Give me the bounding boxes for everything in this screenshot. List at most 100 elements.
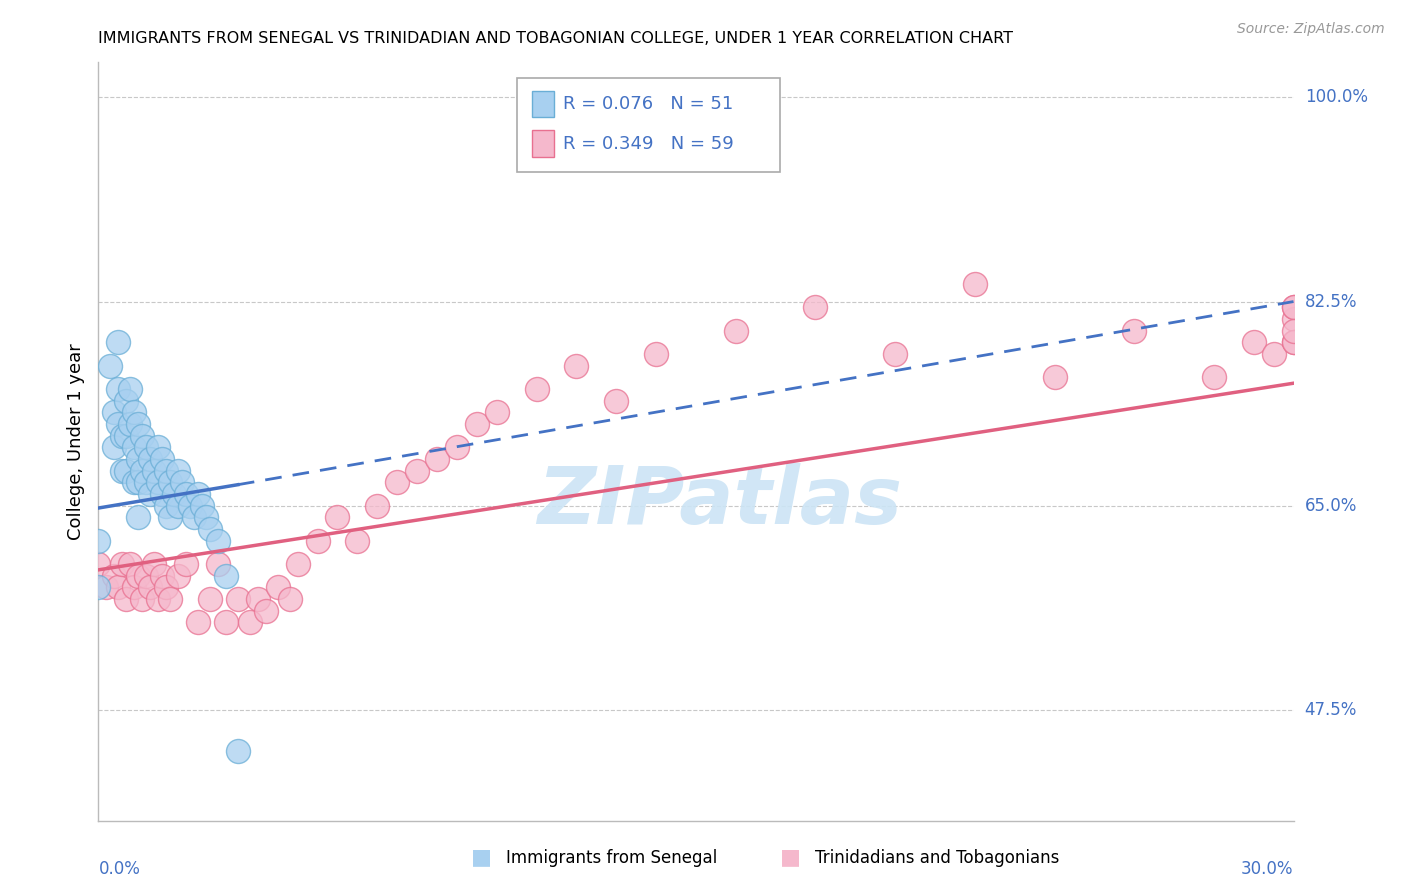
Point [485, 405, 508, 419]
Point [87, 533, 110, 548]
Point [963, 277, 986, 291]
Point [1043, 370, 1066, 384]
Point [1282, 301, 1305, 315]
Point [1202, 370, 1225, 384]
Point [446, 441, 468, 455]
Point [143, 557, 166, 571]
Point [278, 592, 301, 607]
Point [107, 417, 129, 431]
Point [103, 441, 125, 455]
Point [87, 557, 110, 571]
Point [127, 568, 149, 582]
Point [107, 335, 129, 350]
Point [226, 592, 249, 607]
Point [131, 592, 153, 607]
Point [187, 615, 209, 630]
Point [239, 615, 262, 630]
Point [191, 499, 214, 513]
Point [124, 475, 146, 490]
Point [159, 592, 181, 607]
Point [326, 510, 349, 524]
Point [115, 428, 138, 442]
Point [139, 487, 162, 501]
Text: 100.0%: 100.0% [1305, 88, 1368, 106]
Point [1282, 335, 1305, 350]
Point [198, 592, 221, 607]
Y-axis label: College, Under 1 year: College, Under 1 year [66, 343, 84, 540]
Text: R = 0.076   N = 51: R = 0.076 N = 51 [564, 95, 734, 113]
Point [884, 347, 907, 361]
Point [645, 347, 668, 361]
Point [565, 359, 588, 373]
Text: ■: ■ [471, 847, 492, 867]
Point [87, 580, 110, 594]
Point [1123, 324, 1146, 338]
Point [526, 382, 548, 396]
Point [155, 499, 177, 513]
Point [127, 417, 149, 431]
Point [207, 533, 229, 548]
Point [107, 580, 129, 594]
Point [1282, 335, 1305, 350]
Point [115, 393, 138, 408]
Text: ZIPatlas: ZIPatlas [537, 463, 903, 541]
Point [148, 475, 170, 490]
Point [163, 487, 186, 501]
FancyBboxPatch shape [517, 78, 779, 172]
Point [215, 568, 238, 582]
Point [183, 510, 205, 524]
Point [804, 301, 827, 315]
Point [267, 580, 290, 594]
FancyBboxPatch shape [533, 91, 554, 118]
Point [124, 580, 146, 594]
Point [155, 580, 177, 594]
Point [167, 568, 190, 582]
Point [406, 464, 429, 478]
Point [111, 428, 134, 442]
Point [96, 580, 118, 594]
Point [187, 487, 209, 501]
Point [103, 568, 125, 582]
Point [111, 557, 134, 571]
Point [150, 452, 173, 467]
Point [179, 499, 201, 513]
Point [246, 592, 269, 607]
Point [1282, 324, 1305, 338]
Point [366, 499, 388, 513]
Point [195, 510, 218, 524]
Point [98, 359, 122, 373]
Point [167, 464, 190, 478]
Point [174, 487, 197, 501]
Point [1282, 301, 1305, 315]
Point [107, 382, 129, 396]
Point [131, 428, 153, 442]
Point [111, 464, 134, 478]
Point [135, 441, 157, 455]
Text: R = 0.349   N = 59: R = 0.349 N = 59 [564, 135, 734, 153]
Point [159, 475, 181, 490]
FancyBboxPatch shape [533, 130, 554, 157]
Point [103, 405, 125, 419]
Point [287, 557, 309, 571]
Point [159, 510, 181, 524]
Point [127, 452, 149, 467]
Text: 65.0%: 65.0% [1305, 497, 1357, 515]
Point [150, 568, 173, 582]
Point [115, 464, 138, 478]
Point [124, 405, 146, 419]
Point [1282, 312, 1305, 326]
Point [148, 441, 170, 455]
Point [724, 324, 747, 338]
Point [143, 464, 166, 478]
Point [150, 487, 173, 501]
Text: 30.0%: 30.0% [1241, 860, 1294, 878]
Text: Source: ZipAtlas.com: Source: ZipAtlas.com [1237, 22, 1385, 37]
Point [172, 475, 194, 490]
Point [135, 568, 157, 582]
Point [115, 592, 138, 607]
Point [426, 452, 449, 467]
Text: 0.0%: 0.0% [98, 860, 141, 878]
Point [207, 557, 229, 571]
Point [120, 557, 142, 571]
Point [120, 417, 142, 431]
